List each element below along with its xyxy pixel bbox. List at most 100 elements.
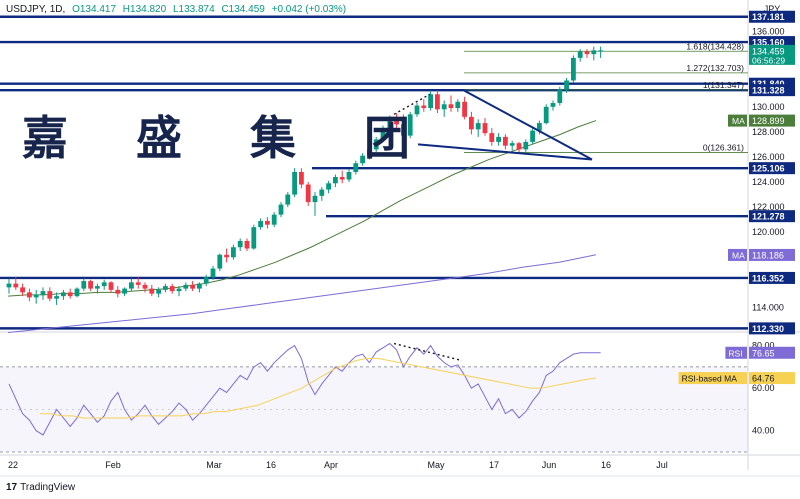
- fib-level-label: 1.272(132.703): [686, 63, 744, 73]
- candle-body: [523, 141, 529, 150]
- fib-level-label: 1.618(134.428): [686, 41, 744, 51]
- candle-body: [217, 254, 223, 269]
- level-price-badge: [749, 162, 795, 175]
- candle-body: [135, 282, 141, 285]
- level-price-badge: [749, 10, 795, 23]
- y-tick-label: 130.000: [752, 102, 785, 112]
- candle-body: [13, 283, 19, 288]
- candle-body: [489, 133, 495, 142]
- candle-body: [414, 105, 420, 115]
- price-badge: [749, 114, 795, 127]
- watermark-text: 嘉 盛 集 团: [22, 111, 437, 165]
- x-tick-label: Jul: [656, 460, 668, 470]
- price-badge: [749, 44, 795, 65]
- y-tick-label: 128.000: [752, 127, 785, 137]
- fib-level-label: 0(126.361): [703, 142, 744, 152]
- rsi-ma-value-text: 64.76: [752, 374, 775, 384]
- candle-body: [496, 136, 501, 142]
- candle-body: [319, 189, 325, 196]
- rsi-label-badge: [725, 346, 747, 359]
- candle-body: [278, 204, 284, 215]
- candle-body: [543, 106, 549, 124]
- divergence-dotted-line: [393, 93, 431, 115]
- candle-body: [571, 57, 576, 81]
- candle-body: [231, 247, 236, 258]
- candle-body: [469, 116, 474, 130]
- ma-label-text: MA: [732, 116, 745, 126]
- high-value: H134.820: [122, 4, 167, 15]
- candle-body: [67, 292, 73, 297]
- rsi-value-text: 76.65: [752, 348, 775, 358]
- y-tick-label: 136.000: [752, 27, 785, 37]
- x-tick-label: Mar: [206, 460, 222, 470]
- candle-body: [244, 240, 250, 249]
- candle-body: [190, 284, 195, 289]
- ma-label-text: MA: [732, 250, 745, 260]
- candle-body: [129, 282, 134, 289]
- candle-body: [530, 130, 535, 142]
- candle-body: [142, 284, 148, 289]
- candle-body: [20, 287, 25, 293]
- candle-body: [305, 184, 311, 203]
- candle-body: [455, 101, 461, 109]
- countdown-timer: 06:56:29: [752, 55, 785, 65]
- candle-body: [407, 114, 413, 136]
- candle-body: [577, 51, 583, 58]
- tradingview-brand: TradingView: [20, 482, 76, 493]
- change-value: +0.042 (+0.03%): [271, 4, 347, 15]
- y-tick-label: 120.000: [752, 227, 785, 237]
- y-tick-label: 124.000: [752, 177, 785, 187]
- candle-body: [591, 50, 597, 55]
- candle-body: [61, 292, 66, 297]
- candle-body: [115, 289, 121, 294]
- ma-label-badge: [728, 114, 747, 127]
- level-price-label: 135.160: [752, 38, 785, 48]
- x-tick-label: May: [427, 460, 445, 470]
- x-tick-label: 17: [489, 460, 499, 470]
- candle-body: [292, 172, 297, 195]
- level-price-badge: [749, 84, 795, 97]
- tradingview-footer[interactable]: 17 TradingView: [6, 482, 75, 493]
- candle-body: [203, 277, 209, 284]
- price-badge-value: 118.186: [752, 250, 784, 260]
- level-price-badge: [749, 322, 795, 335]
- y-tick-label: 114.000: [752, 302, 784, 312]
- currency-label: JPY: [764, 4, 781, 14]
- candle-body: [265, 220, 270, 225]
- candle-body: [54, 296, 59, 299]
- candle-body: [224, 254, 229, 258]
- rsi-ma-label-text: RSI-based MA: [682, 374, 738, 384]
- price-badge-value: 128.899: [752, 116, 785, 126]
- candle-body: [394, 118, 399, 125]
- rsi-tick-label: 40.00: [752, 426, 775, 436]
- candle-body: [285, 194, 291, 205]
- level-price-badge: [749, 271, 795, 284]
- candle-body: [584, 51, 590, 55]
- candle-body: [326, 183, 331, 190]
- candle-body: [435, 94, 440, 110]
- candle-body: [156, 289, 161, 294]
- candle-body: [163, 286, 168, 290]
- low-value: L133.874: [172, 4, 215, 15]
- candle-body: [475, 123, 481, 130]
- candle-body: [503, 136, 508, 146]
- level-price-label: 121.278: [752, 212, 785, 222]
- candle-body: [339, 177, 345, 180]
- candle-body: [176, 288, 182, 292]
- candle-body: [333, 177, 338, 184]
- candle-body: [88, 281, 93, 289]
- symbol-label[interactable]: USDJPY, 1D,: [6, 4, 66, 15]
- candle-body: [81, 281, 87, 289]
- rsi-divergence-dotted-line: [393, 342, 463, 362]
- candle-body: [95, 286, 100, 289]
- candle-body: [299, 172, 304, 185]
- candle-body: [251, 227, 257, 249]
- candle-body: [373, 139, 379, 150]
- level-price-badge: [749, 210, 795, 223]
- level-price-label: 125.106: [752, 164, 785, 174]
- moving-average-fast-line: [7, 120, 597, 297]
- candle-body: [401, 124, 406, 136]
- candle-body: [183, 284, 189, 289]
- candle-body: [550, 103, 556, 107]
